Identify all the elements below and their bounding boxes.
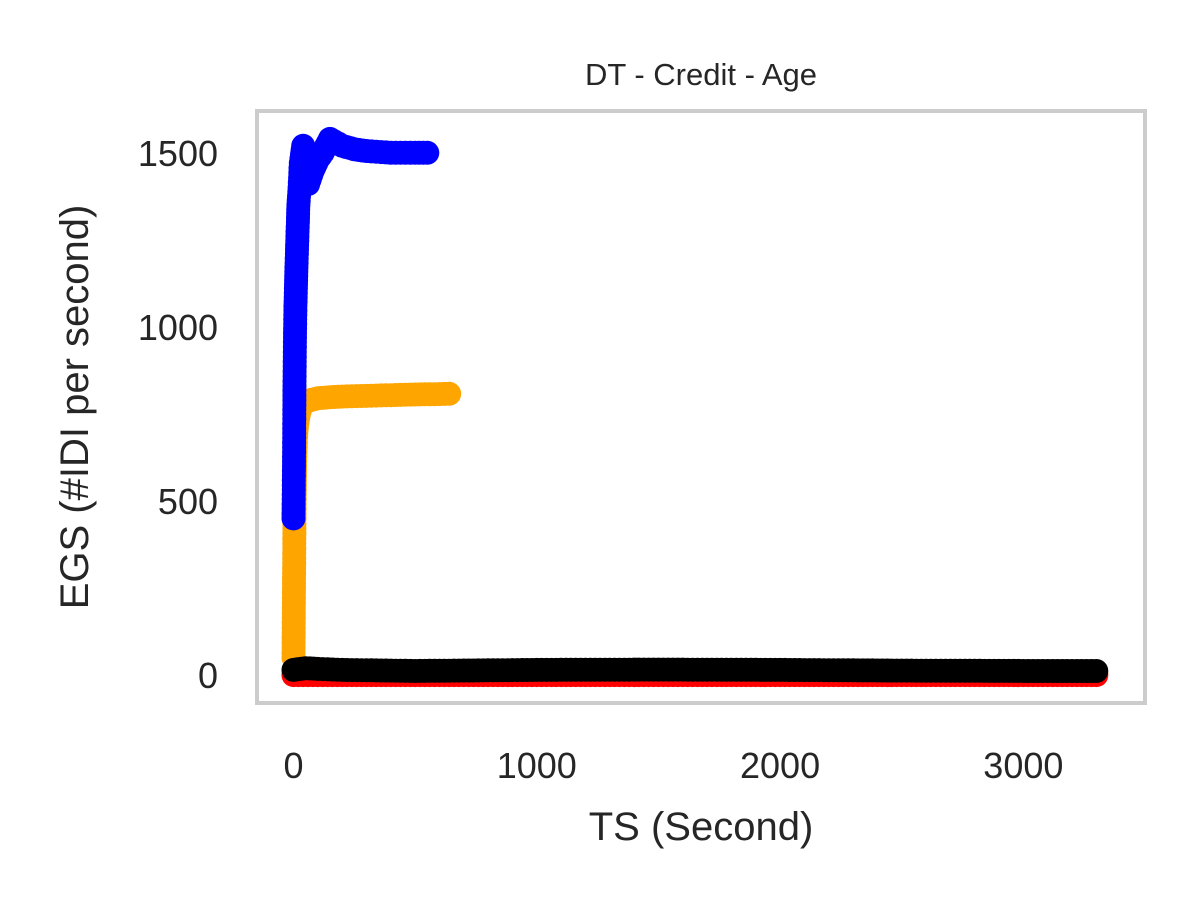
x-axis-label: TS (Second) bbox=[589, 805, 814, 849]
x-tick-label: 2000 bbox=[740, 745, 820, 786]
chart-title: DT - Credit - Age bbox=[585, 57, 817, 92]
series-2 bbox=[281, 126, 440, 531]
y-axis-ticks: 0 500 1000 1500 bbox=[138, 133, 218, 696]
plot-area bbox=[281, 126, 1109, 688]
x-tick-label: 3000 bbox=[983, 745, 1063, 786]
series-3 bbox=[281, 656, 1109, 683]
series-line bbox=[290, 135, 431, 522]
data-point bbox=[437, 381, 462, 406]
y-tick-label: 1500 bbox=[138, 133, 218, 174]
y-tick-label: 0 bbox=[198, 655, 218, 696]
plot-frame bbox=[255, 109, 1147, 705]
y-tick-label: 500 bbox=[158, 481, 218, 522]
series-line bbox=[283, 383, 460, 668]
y-tick-label: 1000 bbox=[138, 307, 218, 348]
x-tick-label: 0 bbox=[283, 745, 303, 786]
data-point bbox=[1084, 659, 1109, 683]
x-tick-label: 1000 bbox=[497, 745, 577, 786]
data-point bbox=[415, 140, 440, 165]
y-axis-label: EGS (#IDI per second) bbox=[53, 205, 97, 610]
x-axis-ticks: 0 1000 2000 3000 bbox=[283, 745, 1063, 786]
series-1 bbox=[281, 381, 462, 670]
